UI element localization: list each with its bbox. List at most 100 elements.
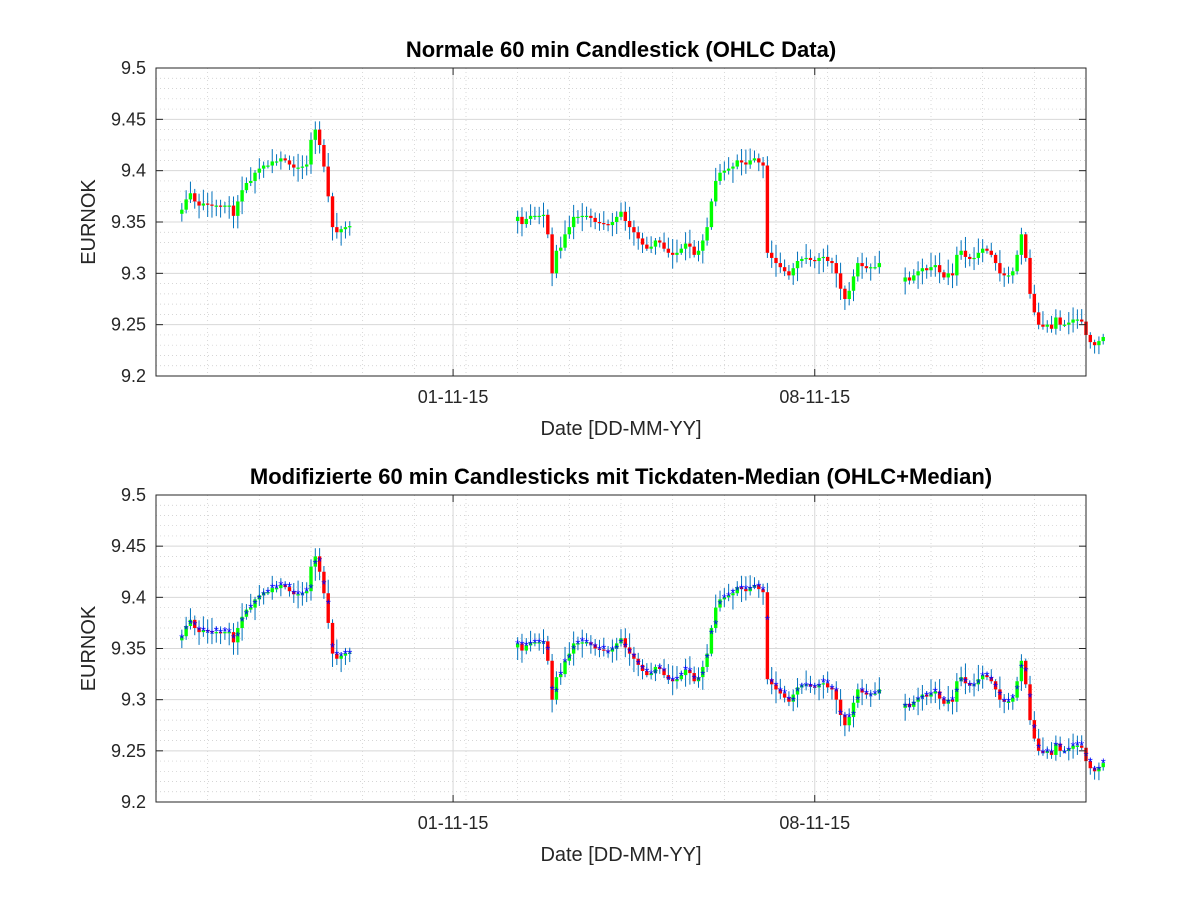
y-axis-label: EURNOK (78, 605, 100, 691)
median-marker: * (252, 596, 257, 611)
candle (972, 247, 976, 271)
candle-body-down (688, 669, 692, 674)
candle (597, 213, 602, 231)
candle (201, 189, 206, 211)
candle-body-up (240, 616, 244, 629)
candle: * (1075, 735, 1080, 755)
median-marker: * (730, 586, 735, 601)
candle (1036, 302, 1041, 330)
candle-body-up (257, 595, 262, 600)
candle: * (739, 575, 744, 603)
candle-body-up (309, 566, 313, 592)
median-marker: * (670, 673, 675, 688)
candle (584, 206, 589, 220)
candle-body-down (1088, 334, 1093, 343)
median-marker: * (554, 684, 559, 699)
median-marker: * (532, 636, 537, 651)
median-marker: * (1066, 743, 1071, 758)
candle-body-down (739, 587, 744, 590)
candle-body-down (287, 587, 292, 592)
median-marker: * (201, 623, 206, 638)
candle-body-up (955, 681, 959, 702)
median-marker: * (855, 693, 860, 708)
candle: * (976, 664, 981, 692)
median-marker: * (644, 664, 649, 679)
candle (279, 151, 283, 170)
median-marker: * (1088, 755, 1093, 770)
candle: * (1058, 736, 1063, 758)
candle: * (864, 683, 869, 702)
candle-body-down (606, 650, 610, 652)
candle-body-down (1024, 660, 1028, 685)
candle: * (748, 575, 753, 598)
candle: * (252, 596, 258, 621)
candle-body-up (223, 205, 227, 207)
candle (658, 236, 662, 248)
candle: * (838, 689, 843, 727)
candle-body-down (662, 668, 666, 676)
candle-body-up (296, 167, 300, 169)
candle (955, 246, 959, 286)
candle-body-down (593, 644, 597, 649)
candle-body-up (722, 597, 727, 600)
candle-body-up (610, 222, 615, 226)
median-marker: * (270, 580, 275, 595)
median-marker: * (188, 617, 193, 632)
median-marker: * (997, 687, 1002, 702)
candle-body-down (317, 129, 322, 145)
candle-body-up (933, 265, 938, 268)
candle (912, 269, 916, 284)
candle-body-up (296, 594, 300, 596)
candle (718, 163, 722, 185)
candle-body-up (726, 168, 731, 171)
median-marker: * (877, 686, 882, 701)
candle-body-down (606, 224, 610, 226)
median-marker: * (920, 691, 925, 706)
candle: * (937, 679, 942, 710)
median-marker: * (562, 655, 567, 670)
candle: * (261, 588, 266, 605)
candle (1011, 267, 1015, 284)
median-marker: * (786, 693, 791, 708)
candle-body-up (731, 166, 735, 169)
candle: * (769, 666, 774, 695)
candle: * (817, 679, 822, 701)
candle-body-up (348, 226, 352, 228)
y-tick-label: 9.25 (111, 315, 146, 335)
candle: * (1079, 735, 1084, 753)
candle: * (515, 637, 520, 661)
candle (795, 251, 800, 282)
candle (197, 193, 201, 219)
candle (800, 256, 804, 268)
median-marker: * (1019, 660, 1024, 675)
candle-body-up (304, 591, 309, 594)
candle: * (321, 566, 326, 599)
candle: * (795, 678, 800, 708)
candle (924, 264, 929, 279)
candle-body-up (933, 691, 938, 694)
candle: * (786, 691, 791, 708)
candle-body-up (851, 276, 856, 291)
candle-body-down (985, 248, 989, 251)
candle-body-down (774, 257, 778, 264)
candle-body-up (877, 263, 882, 268)
candle-body-up (696, 250, 701, 255)
median-marker: * (343, 646, 348, 661)
candle-body-down (322, 571, 326, 594)
candle-body-up (847, 717, 851, 726)
median-marker: * (296, 587, 301, 602)
candle: * (614, 637, 619, 661)
median-marker: * (743, 582, 748, 597)
candle-body-up (946, 273, 950, 278)
candle (610, 212, 615, 237)
candle: * (726, 583, 731, 604)
ohlc-median-chart: ** * * * * * * * * * * * ** * * * * * * * * * * * * * * * ** **** * * * *… (78, 464, 1106, 866)
candle: * (519, 633, 525, 663)
candle-body-down (963, 677, 968, 684)
candle (804, 244, 808, 264)
candle-body-down (662, 242, 666, 249)
candle-body-up (980, 248, 985, 253)
candle (907, 271, 912, 285)
candle (348, 221, 352, 236)
candle-body-up (869, 693, 873, 695)
